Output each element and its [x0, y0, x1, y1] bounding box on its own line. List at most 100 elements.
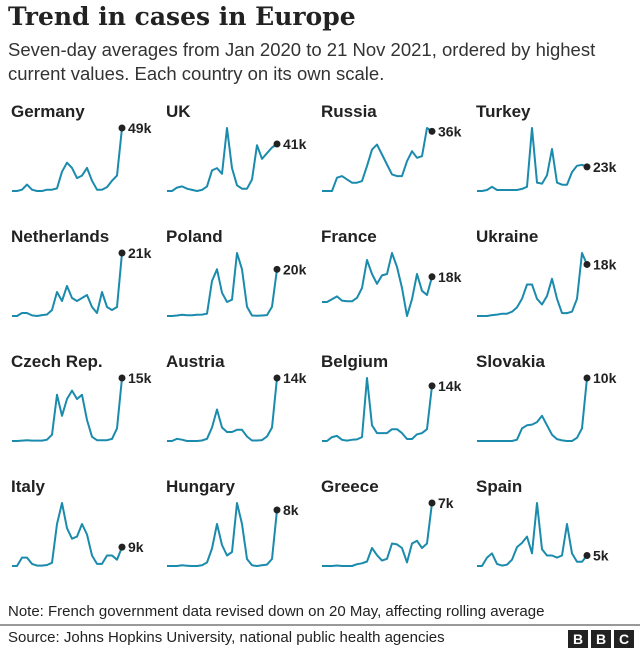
latest-value-dot: [118, 543, 126, 551]
sparkline: 10k: [477, 370, 617, 442]
series-line: [322, 502, 433, 567]
panel-slovakia: Slovakia 10k: [465, 348, 620, 473]
sparkline: 49k: [12, 120, 152, 192]
panel-czech-rep-: Czech Rep. 15k: [0, 348, 155, 473]
series-line: [167, 502, 278, 567]
divider: [0, 624, 640, 626]
sparkline: 18k: [477, 252, 617, 317]
panel-turkey: Turkey 23k: [465, 98, 620, 223]
latest-value-label: 49k: [128, 120, 152, 136]
latest-value-dot: [428, 382, 436, 390]
logo-letter: C: [614, 630, 634, 648]
logo-letter: B: [591, 630, 611, 648]
logo-letter: B: [568, 630, 588, 648]
latest-value-dot: [583, 374, 591, 382]
chart-subtitle: Seven-day averages from Jan 2020 to 21 N…: [8, 39, 596, 84]
chart-source: Source: Johns Hopkins University, nation…: [8, 629, 445, 646]
latest-value-dot: [583, 552, 591, 559]
panel-title: Belgium: [321, 352, 389, 371]
panel-italy: Italy 9k: [0, 473, 155, 598]
panel-germany: Germany 49k: [0, 98, 155, 223]
latest-value-label: 14k: [283, 370, 307, 386]
chart-title: Trend in cases in Europe: [8, 2, 356, 31]
latest-value-label: 10k: [593, 370, 617, 386]
latest-value-dot: [118, 374, 126, 382]
panel-title: Germany: [11, 102, 85, 121]
sparkline: 14k: [322, 377, 462, 442]
sparkline: 21k: [12, 245, 152, 317]
panel-title: Spain: [476, 477, 523, 496]
latest-value-dot: [273, 140, 281, 148]
panel-title: Turkey: [476, 102, 531, 121]
latest-value-label: 21k: [128, 245, 152, 261]
series-line: [477, 377, 588, 442]
latest-value-dot: [118, 249, 126, 257]
panel-title: Poland: [166, 227, 223, 246]
latest-value-label: 14k: [438, 378, 462, 394]
series-line: [167, 252, 278, 317]
sparkline: 18k: [322, 252, 462, 317]
panel-title: Russia: [321, 102, 377, 121]
latest-value-dot: [583, 260, 591, 268]
panel-uk: UK 41k: [155, 98, 310, 223]
latest-value-label: 5k: [593, 548, 609, 564]
latest-value-dot: [118, 124, 126, 132]
series-line: [477, 502, 588, 567]
series-line: [12, 502, 123, 567]
sparkline: 9k: [12, 502, 144, 567]
panel-poland: Poland 20k: [155, 223, 310, 348]
latest-value-label: 9k: [128, 539, 144, 555]
panel-title: Austria: [166, 352, 225, 371]
series-line: [322, 377, 433, 442]
latest-value-dot: [583, 163, 591, 171]
series-line: [322, 252, 433, 317]
panel-spain: Spain 5k: [465, 473, 620, 598]
panel-title: UK: [166, 102, 191, 121]
latest-value-label: 20k: [283, 261, 307, 277]
panel-hungary: Hungary 8k: [155, 473, 310, 598]
latest-value-dot: [428, 499, 436, 507]
sparkline: 8k: [167, 502, 299, 567]
sparkline: 5k: [477, 502, 609, 567]
panel-title: Slovakia: [476, 352, 545, 371]
latest-value-dot: [428, 127, 436, 135]
latest-value-label: 23k: [593, 159, 617, 175]
panel-title: France: [321, 227, 377, 246]
latest-value-label: 18k: [593, 256, 617, 272]
series-line: [477, 252, 588, 317]
panel-ukraine: Ukraine 18k: [465, 223, 620, 348]
latest-value-label: 18k: [438, 269, 462, 285]
series-line: [477, 127, 588, 192]
panel-title: Italy: [11, 477, 46, 496]
panel-belgium: Belgium 14k: [310, 348, 465, 473]
latest-value-dot: [273, 374, 281, 382]
panel-russia: Russia 36k: [310, 98, 465, 223]
sparkline: 41k: [167, 127, 307, 192]
panel-title: Czech Rep.: [11, 352, 103, 371]
latest-value-dot: [428, 273, 436, 281]
series-line: [12, 252, 123, 317]
series-line: [12, 127, 123, 192]
series-line: [167, 127, 278, 192]
series-line: [12, 377, 123, 442]
sparkline: 14k: [167, 370, 307, 442]
latest-value-label: 7k: [438, 495, 454, 511]
panel-austria: Austria 14k: [155, 348, 310, 473]
sparkline: 15k: [12, 370, 152, 442]
chart-note: Note: French government data revised dow…: [8, 603, 545, 620]
panel-netherlands: Netherlands 21k: [0, 223, 155, 348]
panel-title: Netherlands: [11, 227, 110, 246]
bbc-logo: B B C: [568, 630, 634, 648]
latest-value-dot: [273, 265, 281, 273]
latest-value-label: 36k: [438, 123, 462, 139]
latest-value-dot: [273, 506, 281, 514]
latest-value-label: 8k: [283, 502, 299, 518]
panel-title: Hungary: [166, 477, 235, 496]
sparkline: 36k: [322, 123, 462, 192]
sparkline: 7k: [322, 495, 454, 567]
series-line: [167, 377, 278, 442]
sparkline: 23k: [477, 127, 617, 192]
panel-france: France 18k: [310, 223, 465, 348]
panel-title: Greece: [321, 477, 379, 496]
sparkline: 20k: [167, 252, 307, 317]
